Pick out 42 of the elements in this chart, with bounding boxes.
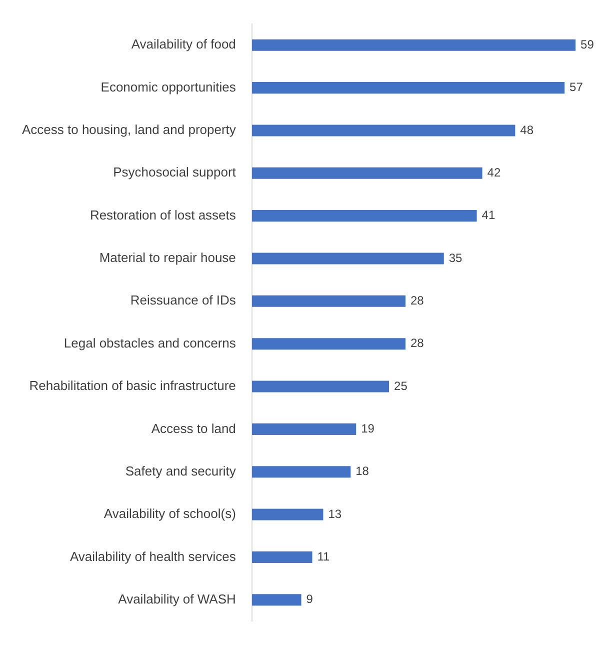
bar <box>252 124 516 136</box>
data-label: 41 <box>482 208 496 222</box>
bar <box>252 380 390 392</box>
y-tick-label: Material to repair house <box>99 250 236 266</box>
data-label: 18 <box>356 464 370 478</box>
y-tick-label: Access to housing, land and property <box>22 122 236 138</box>
bar <box>252 82 565 94</box>
bar <box>252 466 351 478</box>
data-label: 19 <box>361 421 375 436</box>
data-label: 59 <box>580 37 594 52</box>
y-tick-label: Economic opportunities <box>100 79 236 94</box>
bar <box>252 338 406 350</box>
bar <box>252 551 312 563</box>
y-tick-label: Legal obstacles and concerns <box>64 335 236 350</box>
y-tick-label: Availability of food <box>131 36 236 52</box>
bar <box>252 252 444 264</box>
y-tick-label: Availability of health services <box>70 548 236 564</box>
bar <box>252 39 576 51</box>
data-label: 9 <box>306 592 314 606</box>
data-label: 25 <box>394 378 408 393</box>
bar <box>252 167 482 179</box>
y-tick-label: Safety and security <box>125 463 236 478</box>
y-tick-label: Access to land <box>151 420 236 436</box>
bar <box>252 295 406 307</box>
y-tick-label: Restoration of lost assets <box>90 207 236 222</box>
data-label: 42 <box>487 165 501 180</box>
y-tick-label: Availability of WASH <box>118 591 236 606</box>
bar <box>252 594 302 606</box>
y-tick-label: Availability of school(s) <box>104 506 236 522</box>
data-label: 13 <box>328 506 342 521</box>
y-tick-label: Reissuance of IDs <box>130 292 236 308</box>
y-tick-label: Psychosocial support <box>113 164 236 180</box>
data-label: 28 <box>410 293 424 308</box>
bar <box>252 423 356 435</box>
data-label: 57 <box>570 80 584 94</box>
bar <box>252 508 324 520</box>
bar <box>252 210 477 222</box>
y-tick-label: Rehabilitation of basic infrastructure <box>29 378 236 394</box>
data-label: 28 <box>410 336 424 350</box>
data-label: 11 <box>317 550 330 564</box>
data-label: 48 <box>520 122 534 137</box>
data-label: 35 <box>448 250 463 265</box>
